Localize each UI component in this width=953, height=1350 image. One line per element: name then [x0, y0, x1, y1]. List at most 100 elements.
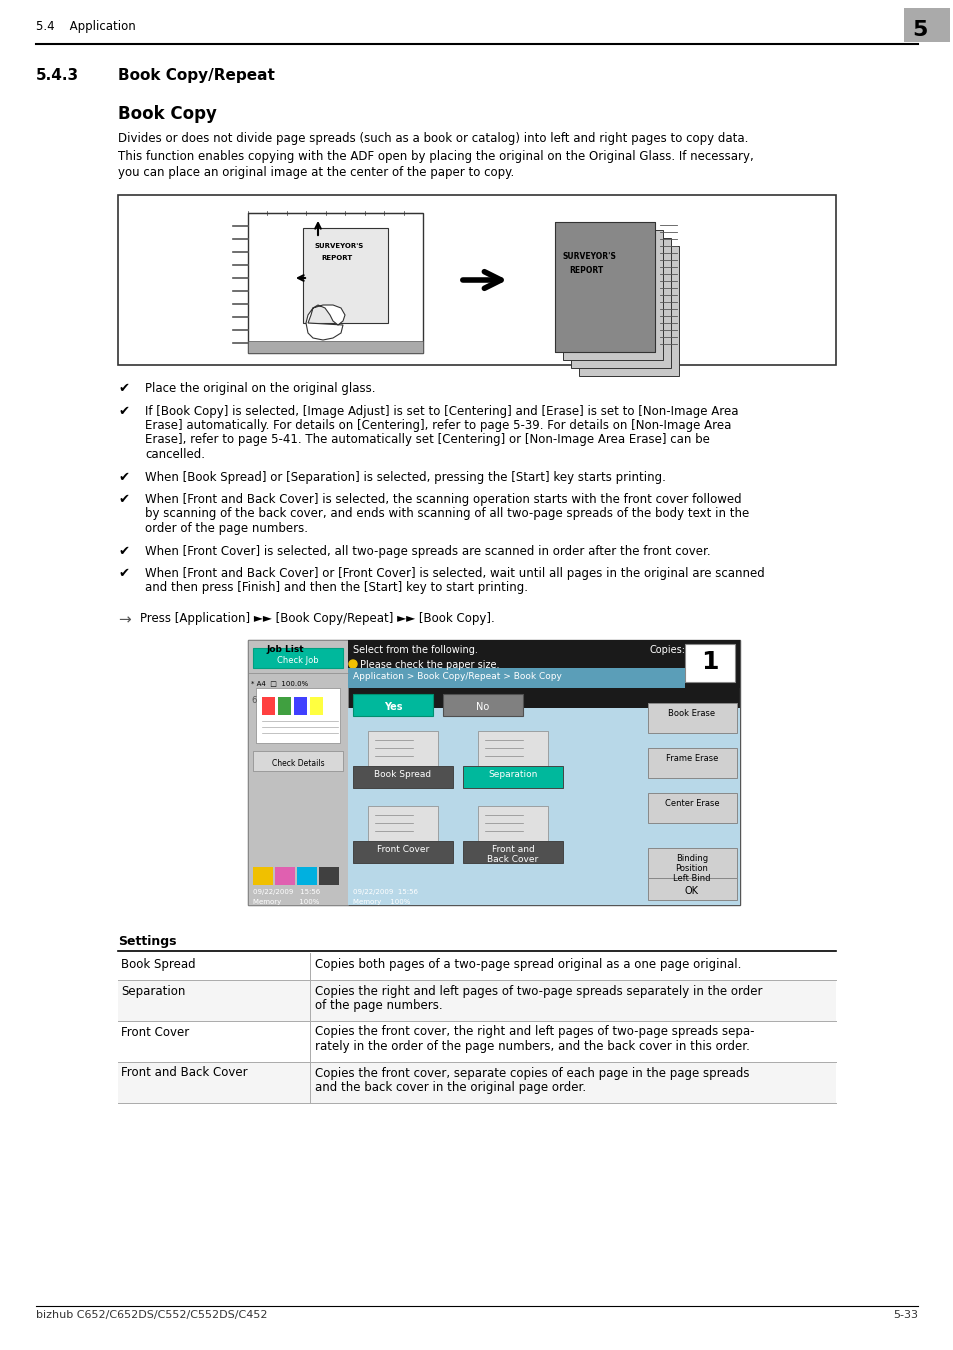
Text: and the back cover in the original page order.: and the back cover in the original page …	[314, 1081, 585, 1094]
Text: Erase] automatically. For details on [Centering], refer to page 5-39. For detail: Erase] automatically. For details on [Ce…	[145, 418, 731, 432]
Bar	[348, 640, 740, 688]
Bar	[348, 707, 740, 904]
Text: Copies the front cover, the right and left pages of two-page spreads sepa-: Copies the front cover, the right and le…	[314, 1026, 754, 1038]
Text: Book Erase: Book Erase	[668, 709, 715, 718]
Bar	[118, 1061, 835, 1103]
Bar	[684, 644, 734, 682]
Text: If [Book Copy] is selected, [Image Adjust] is set to [Centering] and [Erase] is : If [Book Copy] is selected, [Image Adjus…	[145, 405, 738, 417]
Text: No: No	[476, 702, 489, 711]
Text: Front and Back Cover: Front and Back Cover	[121, 1066, 248, 1080]
Text: ✔: ✔	[118, 544, 129, 558]
Text: bizhub C652/C652DS/C552/C552DS/C452: bizhub C652/C652DS/C552/C552DS/C452	[36, 1310, 267, 1320]
Bar	[318, 867, 338, 886]
Circle shape	[349, 660, 356, 668]
Text: REPORT: REPORT	[320, 255, 352, 261]
Bar	[277, 697, 291, 716]
Text: cancelled.: cancelled.	[145, 448, 205, 460]
Text: ✔: ✔	[118, 405, 129, 417]
Bar	[248, 213, 422, 352]
Bar	[578, 246, 679, 377]
Text: Front Cover: Front Cover	[121, 1026, 189, 1038]
Text: ✔: ✔	[118, 493, 129, 506]
Text: Application > Book Copy/Repeat > Book Copy: Application > Book Copy/Repeat > Book Co…	[353, 672, 561, 680]
Text: Please check the paper size.: Please check the paper size.	[359, 660, 499, 670]
Text: 1: 1	[700, 649, 718, 674]
Text: When [Front and Back Cover] is selected, the scanning operation starts with the : When [Front and Back Cover] is selected,…	[145, 493, 740, 506]
Bar	[294, 697, 307, 716]
Bar	[903, 8, 949, 42]
Bar	[462, 841, 562, 863]
Text: 5.4.3: 5.4.3	[36, 68, 79, 82]
Bar	[248, 342, 422, 352]
Bar	[303, 228, 388, 323]
Text: Divides or does not divide page spreads (such as a book or catalog) into left an: Divides or does not divide page spreads …	[118, 132, 747, 144]
Bar	[477, 806, 547, 841]
Bar	[462, 765, 562, 788]
Bar	[644, 707, 740, 904]
Text: 6: 6	[251, 697, 256, 705]
Text: of the page numbers.: of the page numbers.	[314, 999, 442, 1012]
Bar	[296, 867, 316, 886]
Bar	[274, 867, 294, 886]
Text: 09/22/2009  15:56: 09/22/2009 15:56	[353, 890, 417, 895]
Bar	[647, 792, 737, 824]
Text: Yes: Yes	[383, 702, 402, 711]
Text: When [Front and Back Cover] or [Front Cover] is selected, wait until all pages i: When [Front and Back Cover] or [Front Co…	[145, 567, 764, 580]
Bar	[348, 668, 684, 688]
Text: and then press [Finish] and then the [Start] key to start printing.: and then press [Finish] and then the [St…	[145, 582, 527, 594]
Bar	[477, 730, 547, 765]
Text: order of the page numbers.: order of the page numbers.	[145, 522, 308, 535]
Bar	[368, 730, 437, 765]
Text: SURVEYOR'S: SURVEYOR'S	[314, 243, 364, 248]
Text: SURVEYOR'S: SURVEYOR'S	[562, 252, 617, 261]
Bar	[248, 640, 348, 904]
Text: 5-33: 5-33	[892, 1310, 917, 1320]
Text: Copies:: Copies:	[649, 645, 685, 655]
Bar	[118, 1021, 835, 1061]
Text: 5: 5	[911, 20, 926, 40]
Text: Job List: Job List	[266, 645, 303, 653]
Text: rately in the order of the page numbers, and the back cover in this order.: rately in the order of the page numbers,…	[314, 1040, 749, 1053]
Bar	[571, 238, 670, 369]
Bar	[118, 980, 835, 1021]
Text: Left Bind: Left Bind	[673, 873, 710, 883]
Text: Copies the right and left pages of two-page spreads separately in the order: Copies the right and left pages of two-p…	[314, 984, 761, 998]
Bar	[118, 194, 835, 364]
Bar	[647, 748, 737, 778]
Text: Press [Application] ►► [Book Copy/Repeat] ►► [Book Copy].: Press [Application] ►► [Book Copy/Repeat…	[140, 612, 495, 625]
Text: 09/22/2009   15:56: 09/22/2009 15:56	[253, 890, 320, 895]
Text: Separation: Separation	[488, 769, 537, 779]
Text: by scanning of the back cover, and ends with scanning of all two-page spreads of: by scanning of the back cover, and ends …	[145, 508, 748, 521]
Text: Book Spread: Book Spread	[121, 958, 195, 971]
Text: Book Copy/Repeat: Book Copy/Repeat	[118, 68, 274, 82]
Bar	[118, 953, 835, 980]
Text: Memory        100%: Memory 100%	[253, 899, 319, 904]
Bar	[562, 230, 662, 360]
Bar	[353, 694, 433, 716]
Bar	[253, 751, 343, 771]
Text: Select from the following.: Select from the following.	[353, 645, 477, 655]
Text: Frame Erase: Frame Erase	[665, 755, 718, 763]
Text: Check Job: Check Job	[277, 656, 318, 666]
Text: →: →	[118, 612, 131, 626]
Text: Place the original on the original glass.: Place the original on the original glass…	[145, 382, 375, 396]
Text: Memory    100%: Memory 100%	[353, 899, 410, 904]
Bar	[353, 765, 453, 788]
Bar	[248, 640, 740, 904]
Text: ✔: ✔	[118, 567, 129, 580]
Bar	[262, 697, 274, 716]
Bar	[647, 703, 737, 733]
Text: Separation: Separation	[121, 984, 185, 998]
Bar	[253, 648, 343, 668]
Bar	[353, 841, 453, 863]
Bar	[442, 694, 522, 716]
Bar	[555, 221, 655, 352]
Bar	[647, 848, 737, 878]
Text: Book Copy: Book Copy	[118, 105, 216, 123]
Text: Back Cover: Back Cover	[487, 855, 538, 864]
Bar	[368, 806, 437, 841]
Text: REPORT: REPORT	[568, 266, 602, 275]
Text: Erase], refer to page 5-41. The automatically set [Centering] or [Non-Image Area: Erase], refer to page 5-41. The automati…	[145, 433, 709, 447]
Text: Copies both pages of a two-page spread original as a one page original.: Copies both pages of a two-page spread o…	[314, 958, 740, 971]
Bar	[310, 697, 323, 716]
